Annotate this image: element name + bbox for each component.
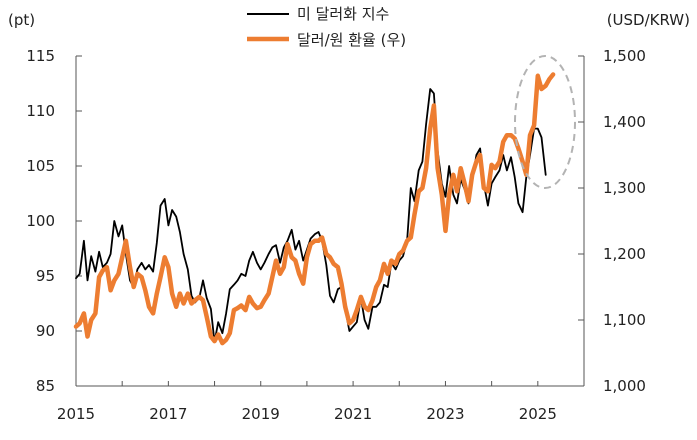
- x-axis-ticks: 2015 2017 2019 2021 2023 2025: [57, 381, 585, 423]
- right-axis-unit: (USD/KRW): [607, 11, 690, 29]
- highlight-ellipse: [514, 55, 576, 189]
- right-tick-label: 1,500: [603, 47, 646, 65]
- right-axis-ticks: 1,000 1,100 1,200 1,300 1,400 1,500: [578, 47, 646, 395]
- right-tick-label: 1,200: [603, 245, 646, 263]
- right-tick-label: 1,000: [603, 377, 646, 395]
- left-tick-label: 95: [36, 267, 55, 285]
- x-tick-label: 2019: [242, 405, 280, 423]
- left-tick-label: 85: [36, 377, 55, 395]
- right-tick-label: 1,300: [603, 179, 646, 197]
- legend-label-usd-krw: 달러/원 환율 (우): [297, 31, 406, 49]
- x-tick-label: 2017: [149, 405, 187, 423]
- x-tick-label: 2023: [426, 405, 464, 423]
- right-tick-label: 1,400: [603, 113, 646, 131]
- legend: 미 달러화 지수 달러/원 환율 (우): [247, 5, 406, 49]
- series-line-usd-krw: [73, 72, 556, 346]
- left-tick-label: 90: [36, 322, 55, 340]
- x-tick-label: 2021: [334, 405, 372, 423]
- x-tick-label: 2025: [519, 405, 557, 423]
- right-tick-label: 1,100: [603, 311, 646, 329]
- left-axis-ticks: 85 90 95 100 105 110 115: [26, 47, 82, 395]
- left-tick-label: 100: [26, 212, 55, 230]
- left-axis-unit: (pt): [8, 11, 35, 29]
- left-tick-label: 105: [26, 157, 55, 175]
- left-tick-label: 110: [26, 102, 55, 120]
- legend-label-dollar-index: 미 달러화 지수: [297, 5, 389, 23]
- left-tick-label: 115: [26, 47, 55, 65]
- x-tick-label: 2015: [57, 405, 95, 423]
